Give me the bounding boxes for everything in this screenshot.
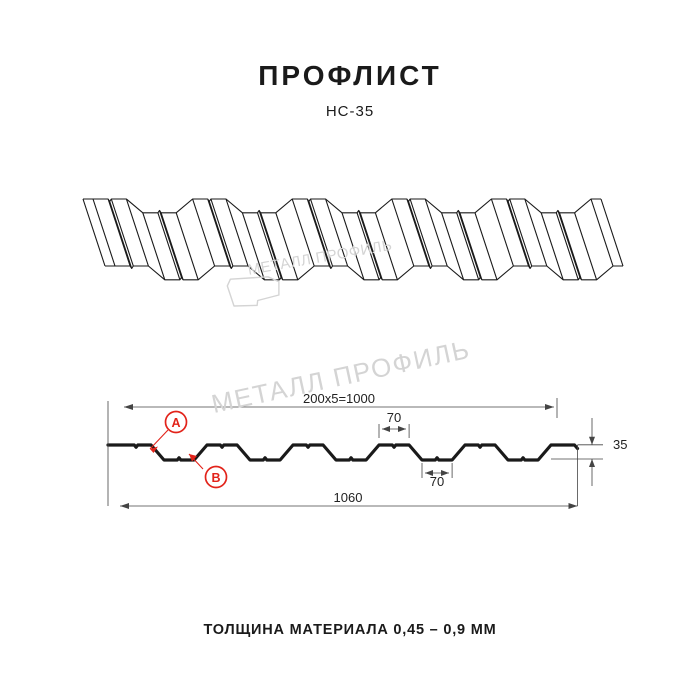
svg-text:A: A <box>171 416 180 430</box>
svg-text:B: B <box>211 471 220 485</box>
